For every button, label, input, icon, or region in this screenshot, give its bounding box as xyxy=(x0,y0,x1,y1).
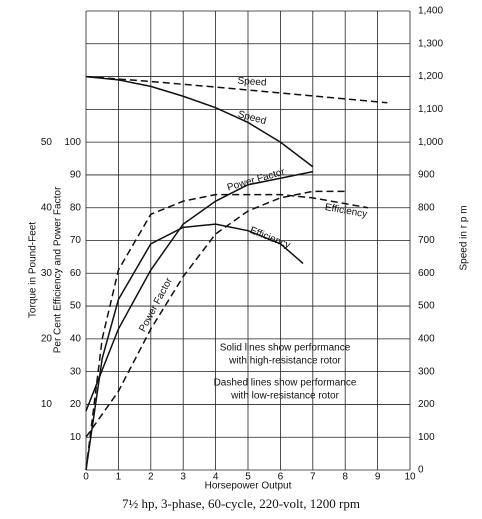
x-tick-label: 9 xyxy=(375,472,381,483)
y2-tick-label: 300 xyxy=(418,366,435,377)
x-tick-label: 1 xyxy=(116,472,122,483)
y2-tick-label: 900 xyxy=(418,170,435,181)
y-tick-label: 90 xyxy=(70,170,82,181)
y2-tick-label: 500 xyxy=(418,301,435,312)
x-tick-label: 10 xyxy=(404,472,416,483)
y2-tick-label: 700 xyxy=(418,235,435,246)
torque-tick-label: 40 xyxy=(41,202,53,213)
caption: 7½ hp, 3-phase, 60-cycle, 220-volt, 1200… xyxy=(122,496,360,511)
y-tick-label: 30 xyxy=(70,366,82,377)
line xyxy=(85,223,304,471)
annotation: Solid lines show performance xyxy=(220,343,351,354)
torque-axis-title: Torque in Pound-Feet xyxy=(28,222,39,318)
torque-tick-label: 10 xyxy=(41,399,53,410)
y-tick-label: 10 xyxy=(70,432,82,443)
x-tick-label: 2 xyxy=(148,472,154,483)
annotation: with low-resistance rotor xyxy=(230,391,339,402)
y2-tick-label: 400 xyxy=(418,333,435,344)
x-tick-label: 8 xyxy=(342,472,348,483)
y-tick-label: 70 xyxy=(70,235,82,246)
y2-axis-title: Speed in r p m xyxy=(459,205,470,270)
y2-tick-label: 1,000 xyxy=(418,137,443,148)
y2-tick-label: 1,100 xyxy=(418,104,443,115)
y-tick-label: 80 xyxy=(70,202,82,213)
y2-tick-label: 100 xyxy=(418,432,435,443)
line-label: Efficiency xyxy=(248,225,292,251)
y-tick-label: 50 xyxy=(70,301,82,312)
line-label: Speed xyxy=(237,76,267,89)
x-tick-label: 6 xyxy=(278,472,284,483)
line-label: Power Factor xyxy=(226,166,287,193)
torque-tick-label: 30 xyxy=(41,268,53,279)
y2-tick-label: 1,400 xyxy=(418,6,443,17)
line xyxy=(85,190,346,438)
y2-tick-label: 0 xyxy=(418,465,424,476)
line xyxy=(85,170,313,412)
line-label: Efficiency xyxy=(324,202,368,220)
torque-tick-label: 50 xyxy=(41,137,53,148)
line xyxy=(85,193,369,471)
x-tick-label: 4 xyxy=(213,472,219,483)
y2-tick-label: 200 xyxy=(418,399,435,410)
y2-tick-label: 1,200 xyxy=(418,71,443,82)
x-tick-label: 3 xyxy=(180,472,186,483)
x-tick-label: 7 xyxy=(310,472,316,483)
y-tick-label: 100 xyxy=(64,137,81,148)
y2-tick-label: 1,300 xyxy=(418,38,443,49)
y-tick-label: 20 xyxy=(70,399,82,410)
line xyxy=(85,75,388,104)
x-axis-title: Horsepower Output xyxy=(205,481,292,492)
x-tick-label: 5 xyxy=(245,472,251,483)
y-tick-label: 60 xyxy=(70,268,82,279)
annotation: Dashed lines show performance xyxy=(214,378,357,389)
x-tick-label: 0 xyxy=(83,472,89,483)
annotation: with high-resistance rotor xyxy=(228,356,341,367)
y2-tick-label: 800 xyxy=(418,202,435,213)
line xyxy=(85,75,314,168)
y-tick-label: 40 xyxy=(70,333,82,344)
torque-tick-label: 20 xyxy=(41,333,53,344)
y2-tick-label: 600 xyxy=(418,268,435,279)
y-axis-title: Per Cent Efficiency and Power Factor xyxy=(53,186,64,353)
